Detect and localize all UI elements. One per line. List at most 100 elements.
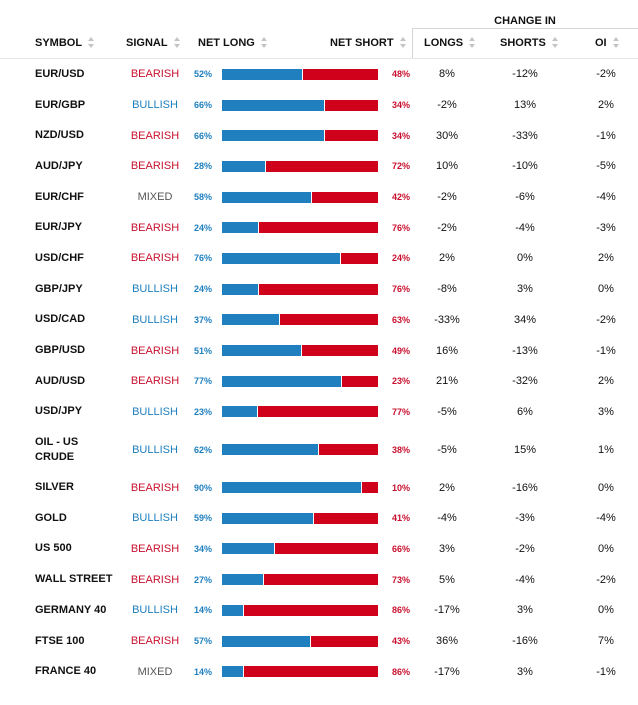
table-row[interactable]: EUR/GBP BULLISH 66% 34% -2% 13% 2% — [0, 90, 638, 121]
signal-column-header[interactable]: SIGNAL — [126, 28, 181, 58]
signal-cell: BULLISH — [132, 512, 178, 525]
symbol-cell[interactable]: USD/JPY — [35, 397, 82, 428]
longs-column-header[interactable]: LONGS — [424, 28, 476, 58]
shorts-change-cell: 34% — [513, 313, 537, 326]
net-long-percent: 66% — [193, 130, 212, 141]
longs-change-cell: 36% — [435, 635, 459, 648]
symbol-cell[interactable]: USD/CHF — [35, 243, 84, 274]
net-long-percent: 90% — [193, 482, 212, 493]
table-row[interactable]: NZD/USD BEARISH 66% 34% 30% -33% -1% — [0, 120, 638, 151]
table-row[interactable]: WALL STREET BEARISH 27% 73% 5% -4% -2% — [0, 564, 638, 595]
shorts-change-cell: 3% — [517, 665, 533, 678]
longs-change-cell: 2% — [439, 252, 455, 265]
table-row[interactable]: FRANCE 40 MIXED 14% 86% -17% 3% -1% — [0, 656, 638, 687]
table-row[interactable]: AUD/USD BEARISH 77% 23% 21% -32% 2% — [0, 366, 638, 397]
signal-cell: MIXED — [137, 665, 173, 678]
symbol-cell[interactable]: GERMANY 40 — [35, 595, 106, 626]
table-row[interactable]: USD/CAD BULLISH 37% 63% -33% 34% -2% — [0, 305, 638, 336]
longs-header-label: LONGS — [424, 37, 464, 49]
table-row[interactable]: GBP/USD BEARISH 51% 49% 16% -13% -1% — [0, 335, 638, 366]
table-row[interactable]: EUR/CHF MIXED 58% 42% -2% -6% -4% — [0, 182, 638, 213]
symbol-cell[interactable]: AUD/JPY — [35, 151, 83, 182]
symbol-cell[interactable]: AUD/USD — [35, 366, 85, 397]
net-long-column-header[interactable]: NET LONG — [198, 28, 268, 58]
table-row[interactable]: SILVER BEARISH 90% 10% 2% -16% 0% — [0, 472, 638, 503]
table-row[interactable]: GBP/JPY BULLISH 24% 76% -8% 3% 0% — [0, 274, 638, 305]
symbol-cell[interactable]: FTSE 100 — [35, 626, 85, 657]
table-row[interactable]: US 500 BEARISH 34% 66% 3% -2% 0% — [0, 534, 638, 565]
signal-cell: BULLISH — [132, 313, 178, 326]
oi-change-cell: 0% — [598, 542, 614, 555]
signal-cell: BEARISH — [130, 344, 180, 357]
longs-change-cell: 30% — [435, 129, 459, 142]
shorts-change-cell: -13% — [512, 344, 538, 357]
shorts-change-cell: -16% — [512, 635, 538, 648]
net-long-bar — [222, 191, 313, 203]
symbol-text: GOLD — [35, 511, 67, 524]
sort-icon — [88, 36, 95, 48]
net-long-percent: 23% — [193, 406, 212, 417]
symbol-cell[interactable]: SILVER — [35, 472, 74, 503]
symbol-text: AUD/JPY — [35, 159, 83, 172]
net-short-percent: 66% — [391, 543, 410, 554]
symbol-cell[interactable]: EUR/CHF — [35, 182, 84, 213]
symbol-cell[interactable]: NZD/USD — [35, 120, 84, 151]
oi-change-cell: -1% — [596, 344, 616, 357]
longs-change-cell: 10% — [435, 160, 459, 173]
net-short-percent: 42% — [391, 192, 410, 203]
sort-icon — [612, 36, 620, 48]
shorts-column-header[interactable]: SHORTS — [500, 28, 559, 58]
net-short-percent: 77% — [391, 406, 410, 417]
symbol-cell[interactable]: EUR/GBP — [35, 90, 85, 121]
table-row[interactable]: USD/CHF BEARISH 76% 24% 2% 0% 2% — [0, 243, 638, 274]
longs-change-cell: -2% — [437, 99, 457, 112]
oi-change-cell: 3% — [598, 405, 614, 418]
net-short-percent: 24% — [391, 253, 410, 264]
symbol-cell[interactable]: EUR/JPY — [35, 212, 82, 243]
table-row[interactable]: OIL - US CRUDE BULLISH 62% 38% -5% 15% 1% — [0, 427, 638, 472]
shorts-header-label: SHORTS — [500, 37, 546, 49]
symbol-cell[interactable]: OIL - US CRUDE — [35, 427, 78, 472]
net-short-bar — [222, 482, 378, 494]
shorts-change-cell: -33% — [512, 129, 538, 142]
table-row[interactable]: FTSE 100 BEARISH 57% 43% 36% -16% 7% — [0, 626, 638, 657]
sentiment-bar — [222, 151, 378, 182]
symbol-cell[interactable]: WALL STREET — [35, 564, 112, 595]
sentiment-bar — [222, 472, 378, 503]
table-row[interactable]: AUD/JPY BEARISH 28% 72% 10% -10% -5% — [0, 151, 638, 182]
symbol-cell[interactable]: GBP/USD — [35, 335, 85, 366]
net-short-bar — [222, 222, 378, 234]
net-short-percent: 23% — [391, 376, 410, 387]
symbol-column-header[interactable]: SYMBOL — [35, 28, 95, 58]
net-short-percent: 34% — [391, 130, 410, 141]
net-long-percent: 27% — [193, 574, 212, 585]
signal-cell: BEARISH — [130, 542, 180, 555]
sort-icon — [173, 36, 181, 48]
table-row[interactable]: EUR/USD BEARISH 52% 48% 8% -12% -2% — [0, 59, 638, 90]
net-short-percent: 34% — [391, 100, 410, 111]
symbol-text: EUR/GBP — [35, 98, 86, 111]
symbol-cell[interactable]: US 500 — [35, 534, 72, 565]
oi-change-cell: 2% — [598, 99, 614, 112]
oi-column-header[interactable]: OI — [595, 28, 620, 58]
net-long-bar — [222, 574, 265, 586]
oi-change-cell: 2% — [598, 375, 614, 388]
sentiment-bar — [222, 305, 378, 336]
symbol-cell[interactable]: USD/CAD — [35, 305, 85, 336]
shorts-change-cell: 15% — [513, 443, 537, 456]
table-row[interactable]: USD/JPY BULLISH 23% 77% -5% 6% 3% — [0, 397, 638, 428]
symbol-cell[interactable]: GOLD — [35, 503, 67, 534]
table-row[interactable]: EUR/JPY BEARISH 24% 76% -2% -4% -3% — [0, 212, 638, 243]
net-short-column-header[interactable]: NET SHORT — [330, 28, 407, 58]
symbol-cell[interactable]: FRANCE 40 — [35, 656, 96, 687]
table-row[interactable]: GERMANY 40 BULLISH 14% 86% -17% 3% 0% — [0, 595, 638, 626]
net-long-percent: 76% — [193, 253, 212, 264]
net-long-bar — [222, 222, 260, 234]
shorts-change-cell: -3% — [515, 512, 535, 525]
signal-cell: BEARISH — [130, 573, 180, 586]
symbol-cell[interactable]: GBP/JPY — [35, 274, 83, 305]
symbol-cell[interactable]: EUR/USD — [35, 59, 85, 90]
table-row[interactable]: GOLD BULLISH 59% 41% -4% -3% -4% — [0, 503, 638, 534]
signal-cell: BEARISH — [130, 252, 180, 265]
shorts-change-cell: -16% — [512, 481, 538, 494]
